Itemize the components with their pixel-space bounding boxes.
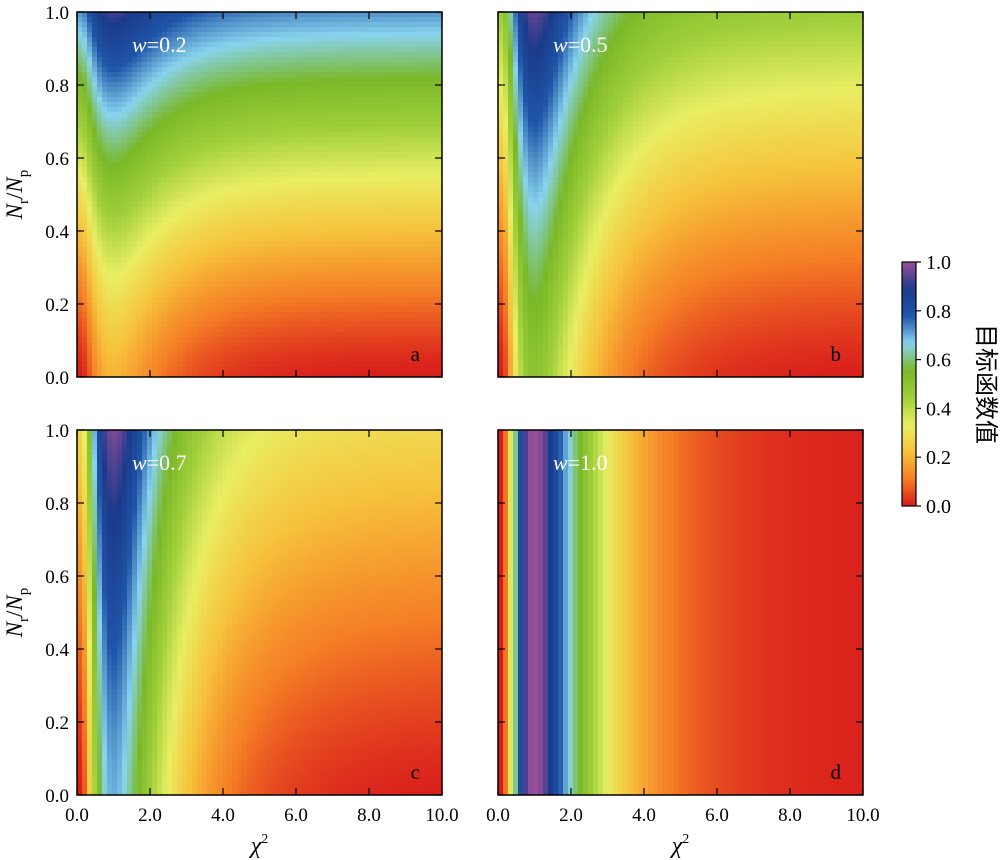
x-tick-label: 10.0 [846,805,879,826]
x-tick-label: 2.0 [559,805,583,826]
panel-letter: c [411,760,420,784]
panel-letter: a [411,342,421,366]
y-tick-label: 0.6 [45,567,69,588]
y-tick-label: 0.8 [45,76,69,97]
colorbar-tick-label: 0.6 [926,350,951,372]
y-axis-label: Nr/Np [2,588,32,639]
heatmap-d [498,430,863,795]
colorbar-title: 目标函数值 [972,324,1000,444]
plot-frame [76,11,443,378]
x-tick-label: 6.0 [705,805,729,826]
y-tick-label: 0.2 [45,295,69,316]
panel-title: w=0.5 [553,32,608,57]
x-tick-label: 6.0 [284,805,308,826]
colorbar-tick-label: 0.4 [926,398,951,420]
plot-frame [497,429,864,796]
panel-d: 0.0 2.0 4.0 6.0 8.0 10.0 w=1.0 d χ2 [486,429,880,859]
x-axis-label: χ2 [670,832,690,859]
y-tick-label: 0.8 [45,494,69,515]
panel-title: w=1.0 [553,450,608,475]
colorbar: 0.0 0.2 0.4 0.6 0.8 1.0 目标函数值 [901,252,1000,518]
panel-letter: d [831,760,842,784]
x-tick-label: 10.0 [425,805,458,826]
y-tick-label: 0.2 [45,713,69,734]
y-tick-label: 0.4 [45,640,69,661]
x-tick-label: 0.0 [65,805,89,826]
colorbar-tick-label: 0.8 [926,301,951,323]
colorbar-tick-label: 0.2 [926,447,951,469]
x-tick-label: 2.0 [138,805,162,826]
panel-c: 0.0 2.0 4.0 6.0 8.0 10.0 0.0 0.2 0.4 0.6 0.8 1.0 w=0… [2,421,459,859]
panel-title: w=0.7 [132,450,187,475]
colorbar-tick-label: 1.0 [926,252,951,274]
colorbar-gradient [901,261,917,507]
plot-frame [76,429,443,796]
colorbar-tick-label: 0.0 [926,496,951,518]
y-tick-label: 0.4 [45,222,69,243]
panel-a: 0.0 0.2 0.4 0.6 0.8 1.0 w=0.2 a Nr/Np [2,3,443,389]
panel-title: w=0.2 [132,32,187,57]
panels: 0.0 0.2 0.4 0.6 0.8 1.0 w=0.2 a Nr/Np w=0.5 b 0.0 2.… [2,3,880,859]
x-tick-label: 8.0 [778,805,802,826]
y-tick-label: 0.6 [45,149,69,170]
x-axis-label: χ2 [249,832,269,859]
heatmap-a [77,12,442,377]
y-tick-label: 1.0 [45,3,69,24]
y-axis-label: Nr/Np [2,170,32,221]
heatmap-c [77,430,442,795]
panel-b: w=0.5 b [497,11,864,378]
x-tick-label: 4.0 [211,805,235,826]
panel-letter: b [831,342,842,366]
y-tick-label: 1.0 [45,421,69,442]
x-tick-label: 8.0 [357,805,381,826]
heatmap-b [498,12,863,377]
x-tick-label: 4.0 [632,805,656,826]
x-tick-label: 0.0 [486,805,510,826]
y-tick-label: 0.0 [45,786,69,807]
y-tick-label: 0.0 [45,368,69,389]
plot-frame [497,11,864,378]
